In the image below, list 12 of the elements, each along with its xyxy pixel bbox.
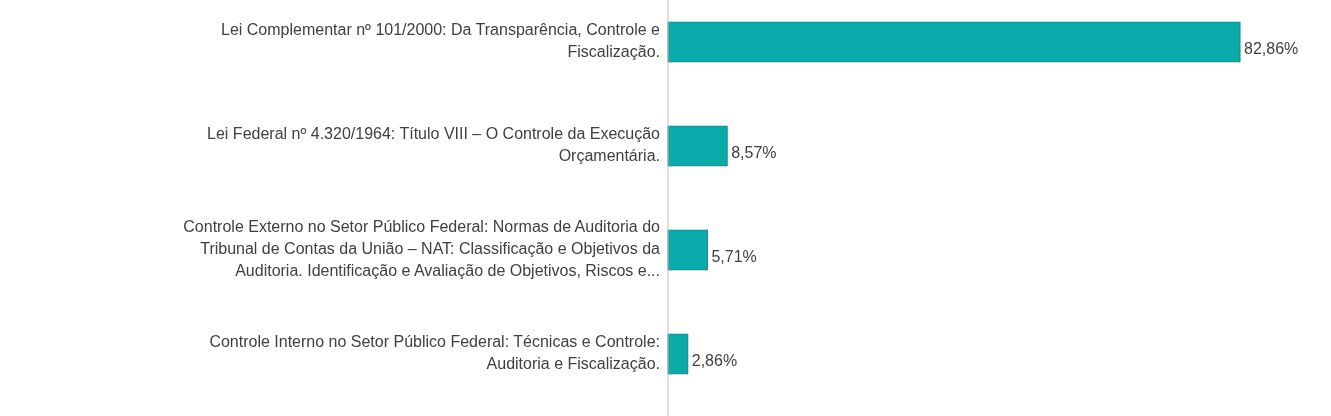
data-label: 82,86% bbox=[1244, 40, 1299, 57]
data-label: 2,86% bbox=[691, 352, 738, 369]
y-tick-label: Controle Externo no Setor Público Federal: Normas de Auditoria do Tribunal de Contas da União – NAT: Classificação e Objetivos da Auditoria. Identificação e Avaliação de Objetivos, Riscos e... bbox=[183, 218, 661, 280]
bar bbox=[667, 21, 1241, 63]
bar bbox=[667, 229, 708, 271]
y-tick-label: Controle Interno no Setor Público Federal: Técnicas e Controle: Auditoria e Fiscalização. bbox=[209, 333, 660, 373]
y-tick-label: Lei Complementar nº 101/2000: Da Transparência, Controle e Fiscalização. bbox=[221, 21, 661, 61]
y-tick-label: Lei Federal nº 4.320/1964: Título VIII – O Controle da Execução Orçamentária. bbox=[207, 125, 661, 165]
data-label: 8,57% bbox=[731, 144, 777, 161]
data-label: 5,71% bbox=[711, 248, 757, 265]
bar bbox=[667, 125, 728, 167]
bar bbox=[667, 333, 689, 375]
